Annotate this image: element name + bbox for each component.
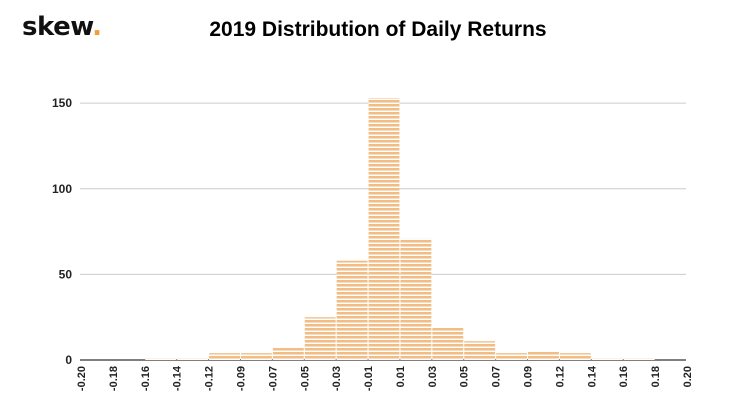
x-tick: 0.16	[618, 366, 630, 387]
x-tick-label: -0.03	[331, 366, 343, 391]
x-tick: 0.20	[682, 366, 694, 387]
x-tick-label: -0.18	[108, 366, 120, 391]
x-tick-label: 0.14	[586, 365, 598, 387]
x-tick: -0.05	[299, 366, 311, 391]
x-tick-label: 0.05	[459, 366, 471, 387]
x-tick: 0.14	[586, 365, 598, 387]
histogram-bar	[591, 358, 623, 360]
histogram-bar	[400, 238, 432, 360]
logo-dot: .	[92, 12, 102, 42]
x-tick-label: -0.09	[235, 366, 247, 391]
x-tick-label: 0.07	[491, 366, 503, 387]
histogram-bar	[336, 260, 368, 360]
x-tick-label: 0.03	[427, 366, 439, 387]
histogram-bar	[496, 353, 528, 360]
y-tick-label: 150	[52, 96, 72, 110]
x-tick: 0.05	[459, 366, 471, 387]
histogram-bar	[209, 353, 240, 360]
x-tick: -0.03	[331, 366, 343, 391]
histogram-bar	[528, 351, 559, 360]
x-tick: 0.18	[650, 366, 662, 387]
x-tick: -0.16	[140, 366, 152, 391]
x-tick-label: 0.16	[618, 366, 630, 387]
x-tick: 0.01	[395, 366, 407, 387]
histogram-bar	[559, 353, 591, 360]
histogram-bar	[304, 317, 336, 360]
x-tick-label: -0.14	[172, 365, 184, 391]
x-tick-label: 0.09	[523, 366, 535, 387]
x-tick: -0.14	[172, 365, 184, 391]
x-tick-label: 0.01	[395, 366, 407, 387]
x-tick: 0.12	[554, 366, 566, 387]
x-tick: -0.09	[235, 366, 247, 391]
y-tick-label: 50	[59, 267, 73, 281]
y-tick-label: 0	[65, 353, 72, 367]
x-tick: -0.18	[108, 366, 120, 391]
x-tick-label: 0.18	[650, 366, 662, 387]
x-tick: 0.09	[523, 366, 535, 387]
x-tick-label: -0.12	[204, 366, 216, 391]
logo-text: skew	[22, 12, 93, 42]
x-tick: 0.03	[427, 366, 439, 387]
histogram-bar	[432, 327, 464, 360]
x-tick-label: 0.12	[554, 366, 566, 387]
histogram-bar	[177, 358, 209, 360]
x-tick: -0.20	[76, 366, 88, 391]
x-tick: -0.12	[204, 366, 216, 391]
x-tick-label: -0.16	[140, 366, 152, 391]
skew-logo: skew.	[22, 12, 102, 42]
histogram-bar	[464, 341, 496, 360]
x-tick: 0.07	[491, 366, 503, 387]
x-tick-label: 0.20	[682, 366, 694, 387]
histogram-bar	[623, 358, 655, 360]
histogram-bar	[240, 353, 272, 360]
histogram-bar	[368, 97, 400, 361]
histogram-bar	[145, 358, 177, 360]
x-tick: -0.01	[363, 366, 375, 391]
x-tick-label: -0.01	[363, 366, 375, 391]
x-tick: -0.07	[267, 366, 279, 391]
x-tick-label: -0.07	[267, 366, 279, 391]
x-tick-label: -0.05	[299, 366, 311, 391]
histogram-bar	[272, 348, 304, 360]
x-tick-label: -0.20	[76, 366, 88, 391]
y-tick-label: 100	[52, 182, 72, 196]
chart-title: 2019 Distribution of Daily Returns	[209, 18, 547, 41]
